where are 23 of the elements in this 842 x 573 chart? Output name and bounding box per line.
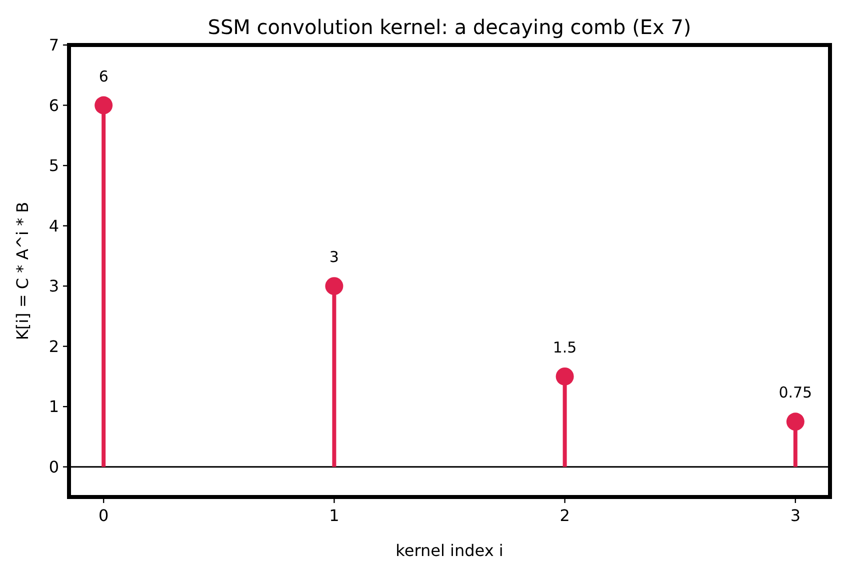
- point: [94, 96, 113, 114]
- x-tick-label: 0: [98, 506, 109, 525]
- y-tick-label: 0: [48, 457, 59, 476]
- y-tick-label: 7: [48, 36, 59, 55]
- y-tick-label: 6: [48, 96, 59, 115]
- y-tick-label: 5: [48, 156, 59, 176]
- point: [786, 412, 804, 431]
- y-tick-label: 4: [48, 216, 59, 236]
- x-tick-label: 2: [560, 506, 570, 525]
- point: [325, 277, 344, 296]
- x-axis-title: kernel index i: [396, 541, 504, 560]
- data-label: 1.5: [552, 338, 577, 356]
- y-tick-label: 3: [48, 276, 59, 296]
- point: [556, 367, 574, 386]
- y-tick-label: 1: [48, 397, 59, 416]
- x-tick-label: 1: [329, 506, 340, 525]
- data-label: 6: [98, 67, 108, 86]
- data-label: 0.75: [778, 384, 812, 402]
- y-axis-title: K[i] = C * A^i * B: [13, 202, 32, 340]
- y-tick-label: 2: [48, 336, 59, 356]
- chart-title: SSM convolution kernel: a decaying comb (Ex 7): [208, 15, 692, 39]
- x-tick-label: 3: [790, 506, 801, 525]
- data-label: 3: [329, 248, 339, 266]
